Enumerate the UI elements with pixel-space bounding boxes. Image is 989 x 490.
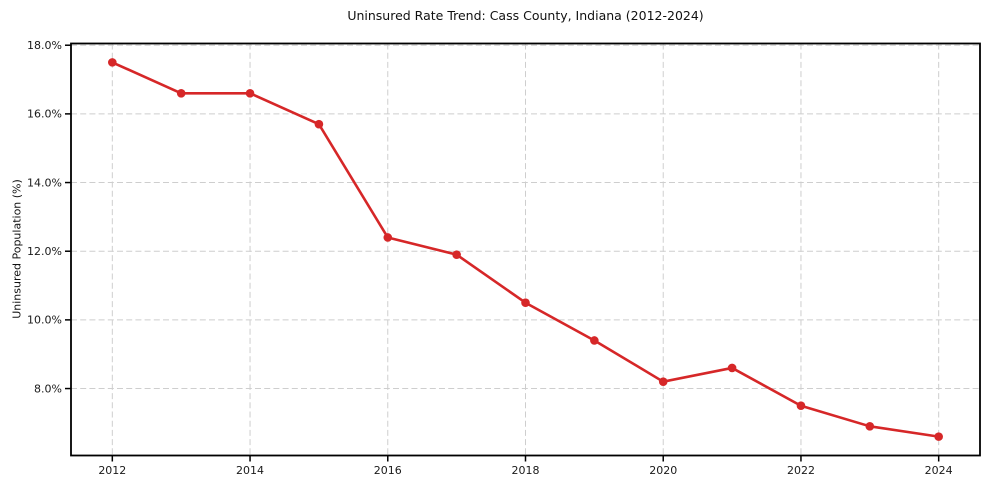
data-point-2023	[865, 422, 875, 431]
x-tick-label: 2022	[787, 464, 815, 477]
x-tick-label: 2024	[925, 464, 953, 477]
data-point-2013	[176, 88, 186, 98]
data-point-2020	[658, 377, 668, 386]
data-point-2022	[796, 401, 806, 411]
data-point-2015	[314, 119, 324, 129]
x-tick-label: 2014	[236, 464, 264, 477]
y-tick-label: 16.0%	[27, 108, 62, 121]
data-point-2012	[108, 58, 117, 67]
y-tick-label: 18.0%	[27, 39, 62, 52]
chart-title: Uninsured Rate Trend: Cass County, India…	[347, 8, 704, 23]
y-tick-label: 12.0%	[27, 245, 62, 258]
data-point-2018	[521, 298, 530, 308]
data-point-2014	[245, 88, 255, 98]
x-tick-label: 2016	[374, 464, 402, 477]
y-tick-label: 14.0%	[27, 176, 62, 189]
data-point-2024	[934, 432, 943, 441]
data-point-2021	[727, 363, 737, 373]
data-point-2016	[383, 233, 393, 242]
x-tick-label: 2018	[512, 464, 540, 477]
y-axis-label: Uninsured Population (%)	[10, 179, 24, 319]
x-tick-label: 2012	[98, 464, 126, 477]
y-tick-label: 10.0%	[27, 314, 62, 327]
data-point-2017	[452, 250, 461, 259]
x-tick-label: 2020	[649, 464, 677, 477]
y-tick-label: 8.0%	[34, 382, 62, 395]
data-point-2019	[590, 336, 599, 345]
